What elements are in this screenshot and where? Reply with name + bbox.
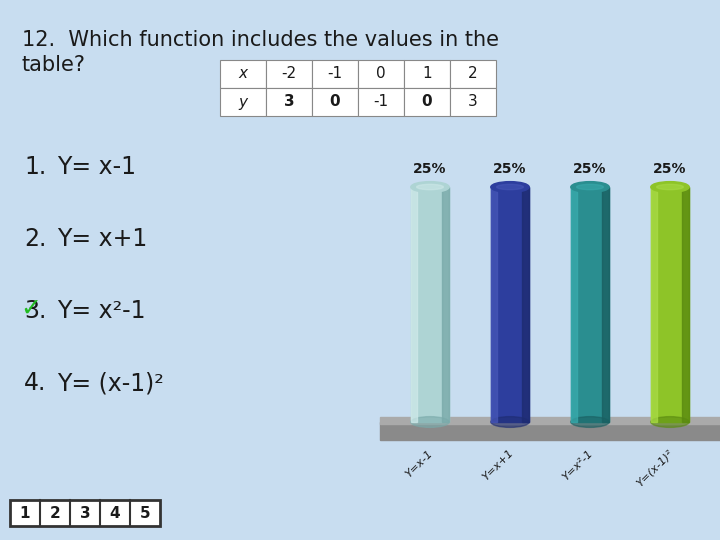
Text: 25%: 25% xyxy=(493,161,527,176)
Bar xyxy=(220,88,266,116)
Text: 25%: 25% xyxy=(653,161,687,176)
Text: 2: 2 xyxy=(468,66,478,82)
Text: 0: 0 xyxy=(330,94,341,110)
Text: 25%: 25% xyxy=(573,161,607,176)
Bar xyxy=(571,187,609,422)
Ellipse shape xyxy=(571,181,609,192)
Text: 4.: 4. xyxy=(24,371,46,395)
Text: 2.: 2. xyxy=(24,227,46,251)
Text: table?: table? xyxy=(22,55,86,75)
Ellipse shape xyxy=(491,417,529,427)
Bar xyxy=(10,500,160,526)
Text: 3: 3 xyxy=(468,94,478,110)
Bar xyxy=(571,187,577,422)
Ellipse shape xyxy=(491,181,529,192)
Text: 3.: 3. xyxy=(24,299,46,323)
Text: -2: -2 xyxy=(282,66,297,82)
Text: 5: 5 xyxy=(140,505,150,521)
Ellipse shape xyxy=(497,184,523,190)
Bar xyxy=(312,88,358,116)
Text: 0: 0 xyxy=(376,66,386,82)
Text: -1: -1 xyxy=(328,66,343,82)
Ellipse shape xyxy=(571,417,609,427)
Bar xyxy=(266,60,312,88)
Text: Y=x+1: Y=x+1 xyxy=(480,448,515,483)
Text: Y=x²-1: Y=x²-1 xyxy=(561,448,595,482)
Bar xyxy=(651,187,657,422)
Bar xyxy=(683,187,689,422)
Ellipse shape xyxy=(411,417,449,427)
Bar xyxy=(380,417,720,424)
Text: 0: 0 xyxy=(422,94,432,110)
Text: 1: 1 xyxy=(19,505,30,521)
Bar xyxy=(312,60,358,88)
Text: 3: 3 xyxy=(284,94,294,110)
Text: Y= x-1: Y= x-1 xyxy=(57,155,136,179)
Bar xyxy=(450,60,496,88)
Ellipse shape xyxy=(657,184,683,190)
Bar xyxy=(266,88,312,116)
Bar xyxy=(491,187,529,422)
Text: Y= x+1: Y= x+1 xyxy=(57,227,148,251)
Bar xyxy=(522,187,529,422)
Bar xyxy=(411,187,449,422)
Bar xyxy=(358,88,404,116)
Text: 3: 3 xyxy=(80,505,90,521)
Bar xyxy=(603,187,609,422)
Text: 4: 4 xyxy=(109,505,120,521)
Ellipse shape xyxy=(411,181,449,192)
Text: Y= (x-1)²: Y= (x-1)² xyxy=(57,371,163,395)
Text: -1: -1 xyxy=(374,94,389,110)
Ellipse shape xyxy=(417,184,444,190)
Bar xyxy=(404,88,450,116)
Text: 25%: 25% xyxy=(413,161,446,176)
Ellipse shape xyxy=(651,181,689,192)
Text: 1.: 1. xyxy=(24,155,46,179)
Text: 2: 2 xyxy=(50,505,60,521)
Bar xyxy=(491,187,497,422)
Bar xyxy=(358,60,404,88)
Bar xyxy=(220,60,266,88)
Bar xyxy=(651,187,689,422)
Bar xyxy=(404,60,450,88)
Text: ✓: ✓ xyxy=(20,297,41,321)
Bar xyxy=(442,187,449,422)
Text: y: y xyxy=(238,94,248,110)
Bar xyxy=(380,422,720,440)
Bar xyxy=(411,187,417,422)
Bar xyxy=(450,88,496,116)
Ellipse shape xyxy=(577,184,603,190)
Text: Y= x²-1: Y= x²-1 xyxy=(57,299,145,323)
Ellipse shape xyxy=(651,417,689,427)
Text: 12.  Which function includes the values in the: 12. Which function includes the values i… xyxy=(22,30,499,50)
Text: Y=(x-1)²: Y=(x-1)² xyxy=(634,448,675,488)
Text: 1: 1 xyxy=(422,66,432,82)
Text: Y=x-1: Y=x-1 xyxy=(404,448,435,479)
Text: x: x xyxy=(238,66,248,82)
